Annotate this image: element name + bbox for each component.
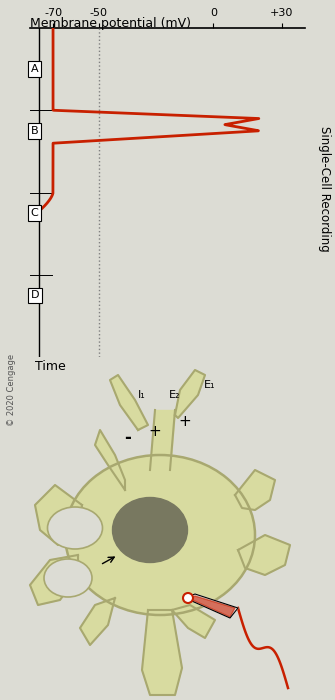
Text: D: D [30, 290, 39, 300]
Circle shape [183, 593, 193, 603]
Polygon shape [95, 430, 125, 490]
Polygon shape [235, 470, 275, 510]
Text: +: + [179, 414, 191, 430]
Ellipse shape [44, 559, 92, 597]
Polygon shape [35, 485, 82, 545]
Text: Single-Cell Recording: Single-Cell Recording [319, 126, 331, 252]
Text: I₁: I₁ [138, 390, 146, 400]
Text: Membrane potential (mV): Membrane potential (mV) [30, 18, 191, 31]
Text: E₁: E₁ [204, 380, 216, 390]
Polygon shape [110, 375, 148, 430]
Text: -: - [125, 429, 131, 447]
Polygon shape [238, 535, 290, 575]
Polygon shape [172, 605, 215, 638]
Ellipse shape [65, 455, 255, 615]
Text: +: + [149, 424, 161, 440]
Text: B: B [31, 126, 39, 136]
Polygon shape [80, 598, 115, 645]
Polygon shape [30, 555, 78, 605]
Polygon shape [142, 610, 182, 695]
Text: A: A [31, 64, 39, 74]
Ellipse shape [113, 498, 188, 563]
Text: E₂: E₂ [169, 390, 181, 400]
Polygon shape [175, 370, 205, 418]
Ellipse shape [48, 507, 103, 549]
Text: © 2020 Cengage: © 2020 Cengage [7, 354, 16, 426]
Polygon shape [190, 596, 235, 617]
Text: C: C [31, 208, 39, 218]
Text: Time: Time [35, 360, 66, 374]
Polygon shape [185, 594, 238, 618]
